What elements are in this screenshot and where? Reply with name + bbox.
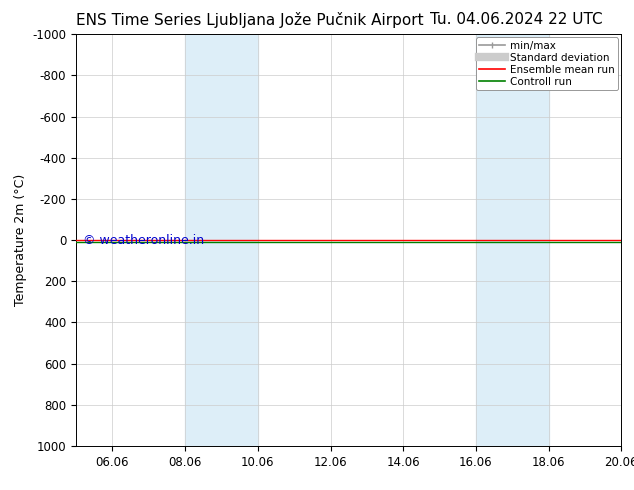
Legend: min/max, Standard deviation, Ensemble mean run, Controll run: min/max, Standard deviation, Ensemble me… bbox=[476, 37, 618, 90]
Text: Tu. 04.06.2024 22 UTC: Tu. 04.06.2024 22 UTC bbox=[430, 12, 602, 27]
Y-axis label: Temperature 2m (°C): Temperature 2m (°C) bbox=[14, 174, 27, 306]
Text: © weatheronline.in: © weatheronline.in bbox=[83, 234, 204, 246]
Bar bbox=[476, 34, 548, 446]
Text: ENS Time Series Ljubljana Jože Pučnik Airport: ENS Time Series Ljubljana Jože Pučnik Ai… bbox=[76, 12, 424, 28]
Bar bbox=[185, 34, 258, 446]
